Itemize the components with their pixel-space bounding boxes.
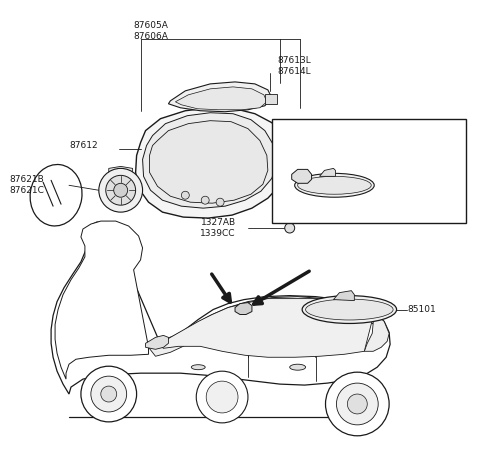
Polygon shape xyxy=(307,146,351,186)
Circle shape xyxy=(336,383,378,425)
Ellipse shape xyxy=(298,177,371,194)
Polygon shape xyxy=(162,297,385,347)
Circle shape xyxy=(181,191,189,199)
Polygon shape xyxy=(55,221,148,379)
Polygon shape xyxy=(109,166,132,175)
Text: 85101: 85101 xyxy=(411,188,440,197)
Text: 87605A
87606A: 87605A 87606A xyxy=(133,21,168,42)
Circle shape xyxy=(216,198,224,206)
Text: (W/ECM+HOME LINK
  SYSTEM+COMPASS TYPE): (W/ECM+HOME LINK SYSTEM+COMPASS TYPE) xyxy=(278,123,398,143)
Ellipse shape xyxy=(302,296,396,324)
Ellipse shape xyxy=(295,173,374,197)
Polygon shape xyxy=(292,170,312,184)
Polygon shape xyxy=(310,150,346,184)
Polygon shape xyxy=(158,298,374,357)
Text: 87650A
87660D: 87650A 87660D xyxy=(322,153,357,173)
Circle shape xyxy=(201,196,209,204)
Ellipse shape xyxy=(306,299,393,320)
Polygon shape xyxy=(145,335,168,349)
Polygon shape xyxy=(136,108,288,218)
Circle shape xyxy=(99,169,143,212)
Polygon shape xyxy=(364,312,389,351)
Polygon shape xyxy=(283,149,302,178)
Ellipse shape xyxy=(192,365,205,370)
Circle shape xyxy=(196,371,248,423)
Ellipse shape xyxy=(290,364,306,370)
Polygon shape xyxy=(150,120,268,203)
Text: 85131: 85131 xyxy=(391,173,420,182)
Polygon shape xyxy=(168,82,272,112)
Circle shape xyxy=(206,381,238,413)
Text: 1327AB
1339CC: 1327AB 1339CC xyxy=(200,218,236,238)
Circle shape xyxy=(81,366,137,422)
Polygon shape xyxy=(320,169,336,177)
Polygon shape xyxy=(280,142,308,182)
Polygon shape xyxy=(235,303,252,314)
Ellipse shape xyxy=(30,164,82,226)
Polygon shape xyxy=(148,300,268,356)
Polygon shape xyxy=(334,290,354,301)
Circle shape xyxy=(325,372,389,436)
Text: 87621B
87621C: 87621B 87621C xyxy=(9,175,44,196)
Bar xyxy=(265,94,277,104)
Text: (W/ECM+HOME LINK
  SYSTEM+COMPASS TYPE): (W/ECM+HOME LINK SYSTEM+COMPASS TYPE) xyxy=(280,125,407,145)
Bar xyxy=(272,119,466,223)
Circle shape xyxy=(101,386,117,402)
Circle shape xyxy=(285,223,295,233)
Circle shape xyxy=(114,184,128,197)
Text: 87612: 87612 xyxy=(69,141,97,149)
Circle shape xyxy=(348,394,367,414)
Polygon shape xyxy=(51,222,390,394)
Polygon shape xyxy=(143,113,277,208)
Polygon shape xyxy=(175,87,267,110)
Text: 87613L
87614L: 87613L 87614L xyxy=(278,56,312,76)
Text: 85101: 85101 xyxy=(407,304,436,313)
Circle shape xyxy=(91,376,127,412)
Circle shape xyxy=(106,175,136,205)
